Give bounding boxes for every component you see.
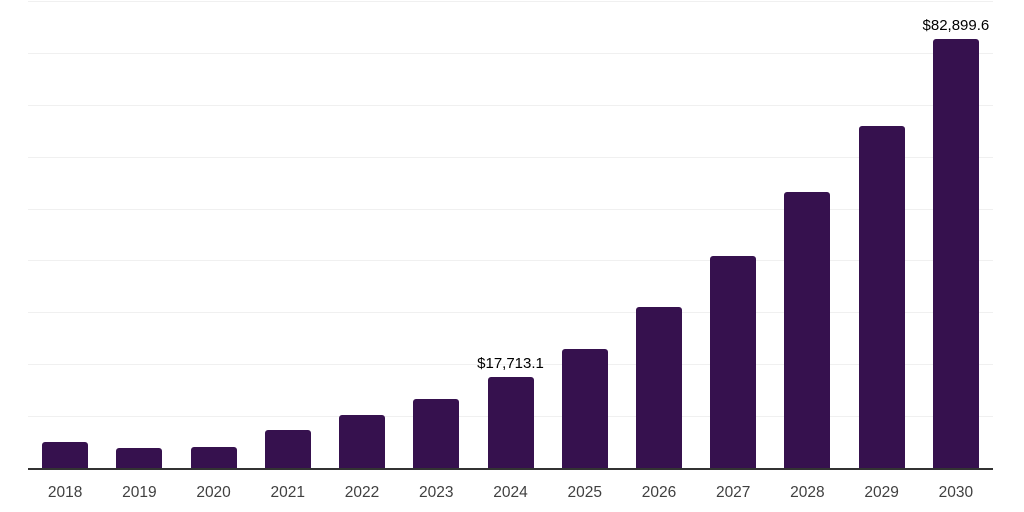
bar-2028 (784, 192, 831, 469)
x-tick-label-2029: 2029 (864, 484, 899, 501)
bar-2023 (413, 399, 460, 469)
bar-2030 (932, 38, 979, 469)
x-tick-label-2021: 2021 (270, 484, 306, 501)
x-axis: 2018 2019 2020 2021 2022 2023 2024 2025 2026 2027… (28, 482, 993, 506)
x-tick-label-2025: 2025 (567, 484, 602, 501)
bar-2029 (858, 125, 905, 469)
gridline (28, 364, 993, 366)
bar-value-label-2030: $82,899.6 (922, 16, 990, 34)
plot-area: $17,713.1 $82,899.6 (28, 0, 993, 470)
gridline (28, 260, 993, 262)
gridline (28, 52, 993, 54)
x-tick-label-2023: 2023 (419, 484, 454, 501)
gridline (28, 208, 993, 210)
x-tick-label-2030: 2030 (938, 484, 974, 501)
x-tick-label-2022: 2022 (344, 484, 380, 501)
gridline (28, 104, 993, 106)
bar-2026 (635, 307, 682, 469)
bar-2022 (339, 414, 386, 469)
x-axis-line (28, 468, 993, 470)
bar-2024 (487, 377, 534, 469)
bar-2020 (190, 447, 237, 469)
bar-2027 (710, 255, 757, 469)
x-tick-label-2019: 2019 (122, 484, 157, 501)
bar-value-label-2024: $17,713.1 (477, 355, 544, 373)
x-tick-label-2020: 2020 (196, 484, 231, 501)
x-tick-label-2027: 2027 (715, 484, 751, 501)
x-tick-label-2028: 2028 (790, 484, 825, 501)
x-tick-label-2024: 2024 (493, 484, 528, 501)
bar-2021 (264, 429, 311, 469)
bar-2019 (116, 447, 163, 469)
x-tick-label-2018: 2018 (47, 484, 83, 501)
gridline (28, 156, 993, 158)
bar-2025 (561, 349, 608, 469)
gridline (28, 312, 993, 314)
bar-2018 (42, 442, 89, 469)
x-tick-label-2026: 2026 (641, 484, 677, 501)
gridline (28, 1, 993, 2)
